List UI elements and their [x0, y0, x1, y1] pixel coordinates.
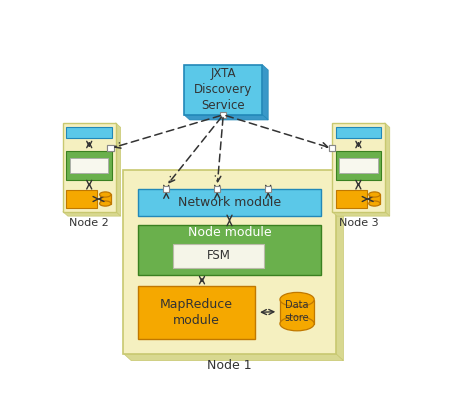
Bar	[328, 145, 335, 151]
Bar	[99, 194, 111, 204]
Ellipse shape	[99, 201, 111, 206]
Text: Node 2: Node 2	[69, 218, 109, 228]
Bar	[335, 127, 381, 138]
Bar	[66, 150, 112, 180]
Polygon shape	[331, 212, 389, 216]
Text: JXTA
Discovery
Service: JXTA Discovery Service	[194, 67, 252, 112]
Polygon shape	[115, 123, 120, 216]
Bar	[107, 145, 113, 151]
Ellipse shape	[368, 192, 379, 197]
Ellipse shape	[368, 201, 379, 206]
Ellipse shape	[99, 192, 111, 197]
Text: Data
store: Data store	[284, 300, 309, 323]
Bar	[66, 190, 97, 208]
Text: Node 3: Node 3	[338, 218, 377, 228]
Bar	[137, 286, 255, 339]
Bar	[368, 194, 379, 204]
Bar	[331, 123, 384, 212]
Polygon shape	[335, 170, 343, 361]
Bar	[335, 150, 381, 180]
Text: MapReduce
module: MapReduce module	[160, 298, 233, 327]
Bar	[70, 158, 108, 173]
Text: Node 1: Node 1	[207, 360, 251, 372]
Bar	[66, 127, 112, 138]
Bar	[137, 225, 320, 274]
Bar	[184, 65, 262, 115]
Bar	[219, 112, 226, 118]
Bar	[280, 300, 313, 324]
Polygon shape	[384, 123, 389, 216]
Bar	[213, 186, 220, 192]
Bar	[173, 244, 264, 268]
Polygon shape	[262, 65, 268, 120]
Text: Network module: Network module	[178, 196, 280, 209]
Polygon shape	[63, 212, 120, 216]
Ellipse shape	[280, 317, 313, 331]
Bar	[338, 158, 377, 173]
Bar	[264, 186, 271, 192]
Polygon shape	[184, 115, 268, 120]
Bar	[137, 189, 320, 217]
Text: FSM: FSM	[207, 249, 230, 262]
Bar	[107, 145, 113, 151]
Polygon shape	[123, 354, 343, 361]
Bar	[162, 186, 169, 192]
Bar	[123, 170, 335, 354]
Ellipse shape	[280, 292, 313, 307]
Text: Node module: Node module	[187, 226, 271, 239]
Bar	[328, 145, 335, 151]
Bar	[63, 123, 115, 212]
Bar	[335, 190, 366, 208]
